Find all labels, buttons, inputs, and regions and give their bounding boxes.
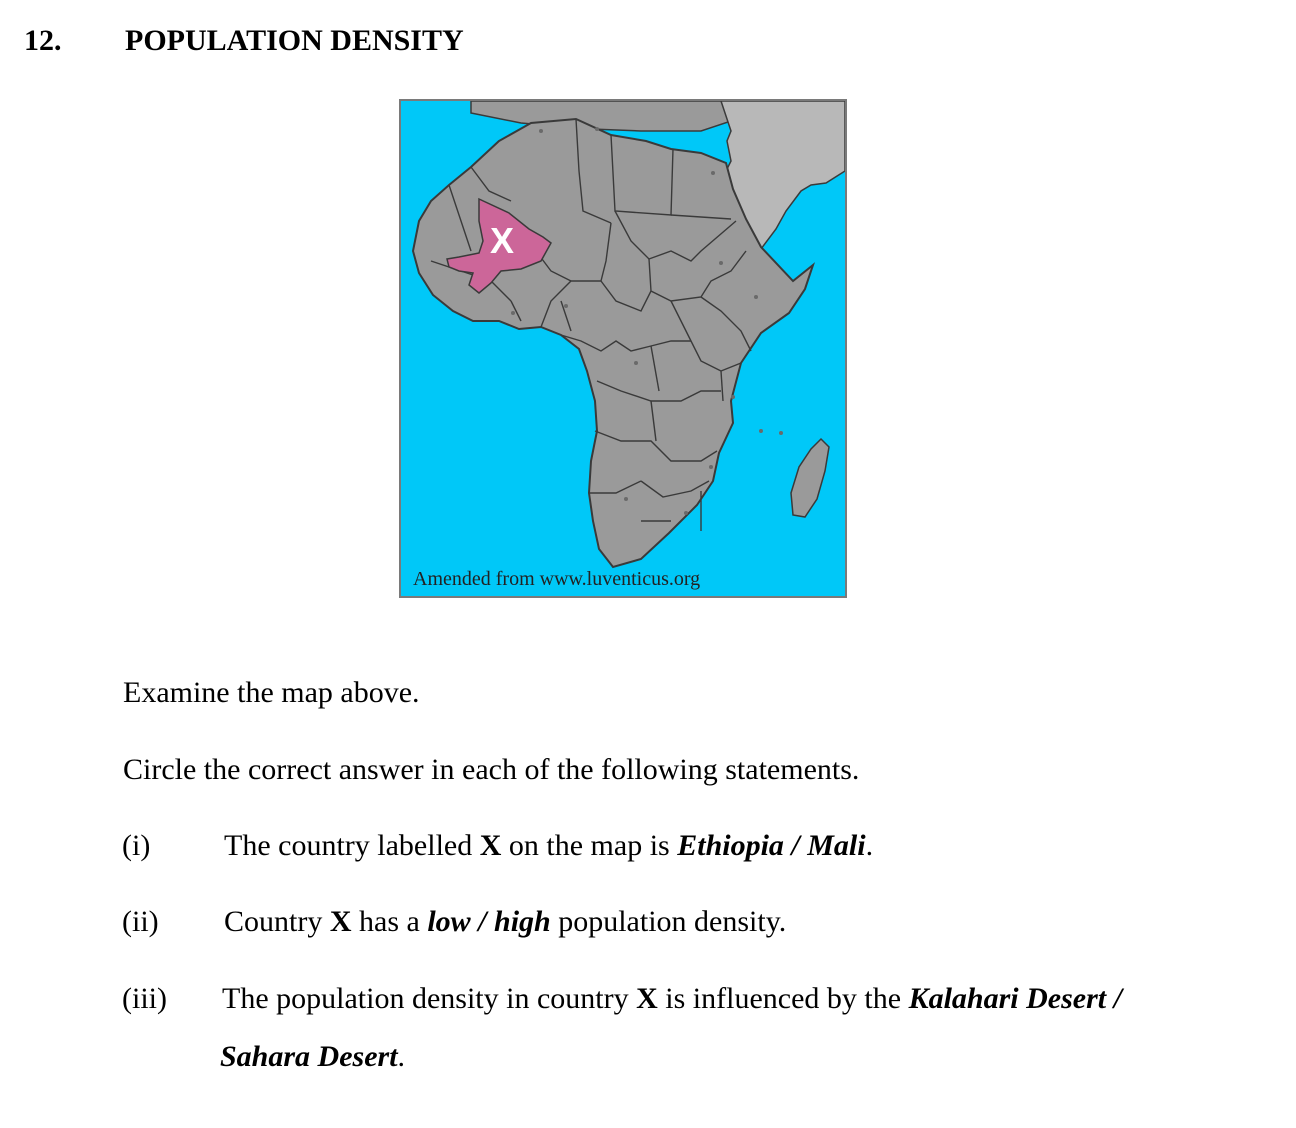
- statement-3-choices-line2[interactable]: Sahara Desert: [220, 1040, 398, 1073]
- statement-2-x: X: [329, 905, 352, 938]
- statement-3-x: X: [636, 982, 658, 1015]
- statement-3: The population density in country X is i…: [222, 982, 1122, 1016]
- map-label-x: X: [490, 220, 514, 261]
- statement-3-mid: is influenced by the: [657, 982, 909, 1015]
- question-title: POPULATION DENSITY: [125, 24, 464, 57]
- statement-1-mid: on the map is: [501, 829, 678, 862]
- statement-1-text: The country labelled: [224, 829, 480, 862]
- instruction-examine: Examine the map above.: [123, 676, 420, 709]
- statement-3-number: (iii): [122, 982, 167, 1015]
- country-x-highlight: [446, 197, 552, 294]
- question-number: 12.: [24, 24, 62, 57]
- madagascar: [790, 437, 830, 518]
- statement-2-mid: has a: [351, 905, 428, 938]
- statement-2: Country X has a low / high population de…: [224, 905, 786, 939]
- statement-1-choices[interactable]: Ethiopia / Mali: [677, 829, 866, 862]
- statement-3-text: The population density in country: [222, 982, 637, 1015]
- statement-1-number: (i): [122, 829, 151, 862]
- africa-map-graphic: X: [401, 101, 845, 596]
- statement-2-text: Country: [224, 905, 330, 938]
- africa-map: X Amended from www.luventicus.org: [399, 99, 847, 598]
- statement-1: The country labelled X on the map is Eth…: [224, 829, 873, 863]
- statement-3-end: .: [397, 1040, 406, 1073]
- statement-2-choices[interactable]: low / high: [427, 905, 551, 938]
- statement-1-end: .: [865, 829, 874, 862]
- capital-dots: [511, 127, 783, 515]
- map-credit: Amended from www.luventicus.org: [413, 568, 701, 590]
- statement-1-x: X: [479, 829, 502, 862]
- statement-3-line2: Sahara Desert.: [220, 1040, 405, 1074]
- statement-2-number: (ii): [122, 905, 159, 938]
- statement-3-choices[interactable]: Kalahari Desert /: [908, 982, 1122, 1015]
- instruction-circle: Circle the correct answer in each of the…: [123, 753, 860, 786]
- country-borders: [430, 118, 752, 531]
- statement-2-end: population density.: [550, 905, 787, 938]
